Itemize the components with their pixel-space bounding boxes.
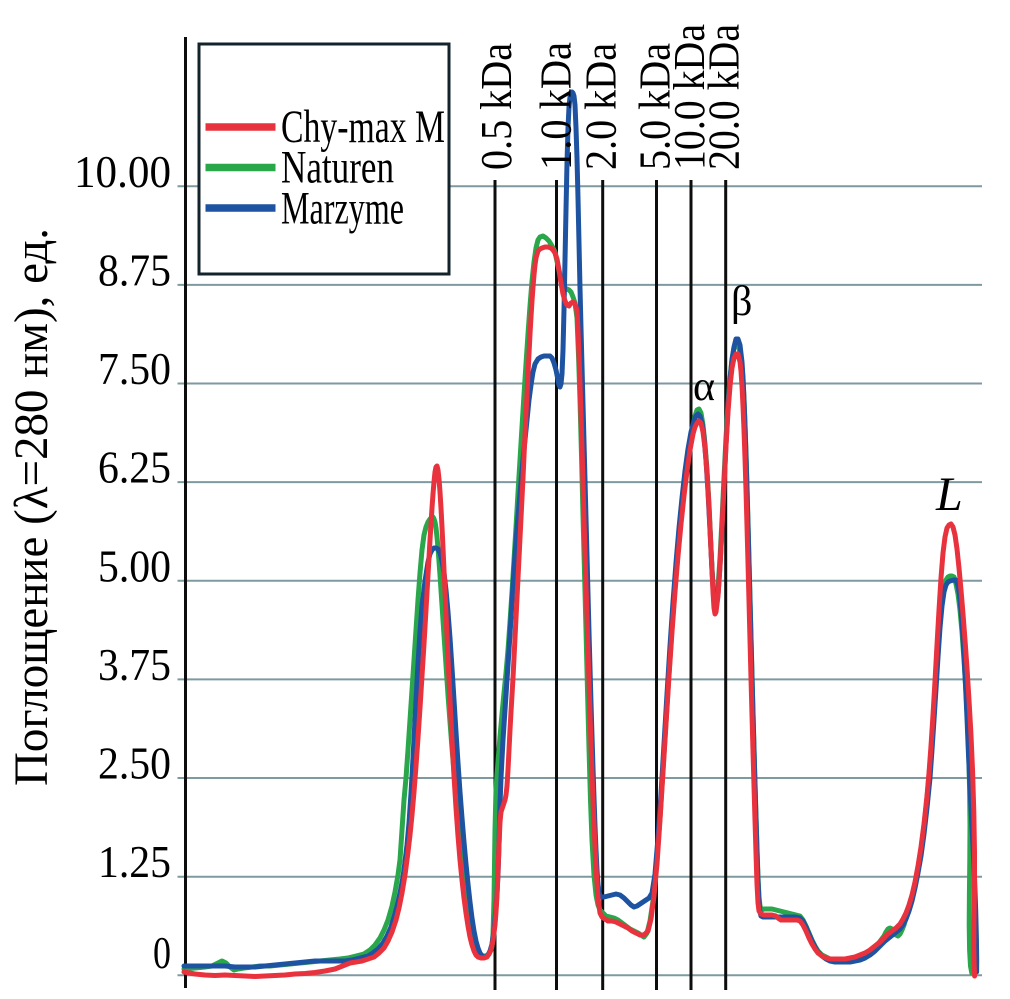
- svg-text:2.50: 2.50: [98, 738, 171, 789]
- svg-text:7.50: 7.50: [98, 343, 171, 394]
- svg-text:1.25: 1.25: [98, 836, 171, 887]
- svg-text:8.75: 8.75: [98, 244, 171, 295]
- svg-text:3.75: 3.75: [98, 639, 171, 690]
- svg-text:0.5 kDa: 0.5 kDa: [472, 43, 521, 170]
- svg-text:20.0 kDa: 20.0 kDa: [700, 24, 749, 170]
- svg-text:5.00: 5.00: [98, 540, 171, 591]
- svg-text:L: L: [935, 468, 963, 521]
- svg-text:6.25: 6.25: [98, 442, 171, 493]
- svg-text:0: 0: [153, 927, 171, 978]
- svg-text:α: α: [693, 364, 715, 410]
- svg-text:5.0 kDa: 5.0 kDa: [631, 43, 680, 170]
- svg-text:Поглощение (λ=280 нм), ед.: Поглощение (λ=280 нм), ед.: [5, 228, 58, 786]
- svg-text:2.0 kDa: 2.0 kDa: [577, 43, 626, 170]
- svg-text:10.0 kDa: 10.0 kDa: [665, 24, 714, 170]
- svg-text:Naturen: Naturen: [281, 142, 394, 194]
- svg-text:1.0 kDa: 1.0 kDa: [532, 42, 581, 170]
- svg-text:10.00: 10.00: [74, 146, 171, 197]
- svg-text:β: β: [731, 279, 752, 325]
- svg-text:Chy-max M: Chy-max M: [281, 101, 445, 153]
- svg-text:Marzyme: Marzyme: [281, 183, 404, 235]
